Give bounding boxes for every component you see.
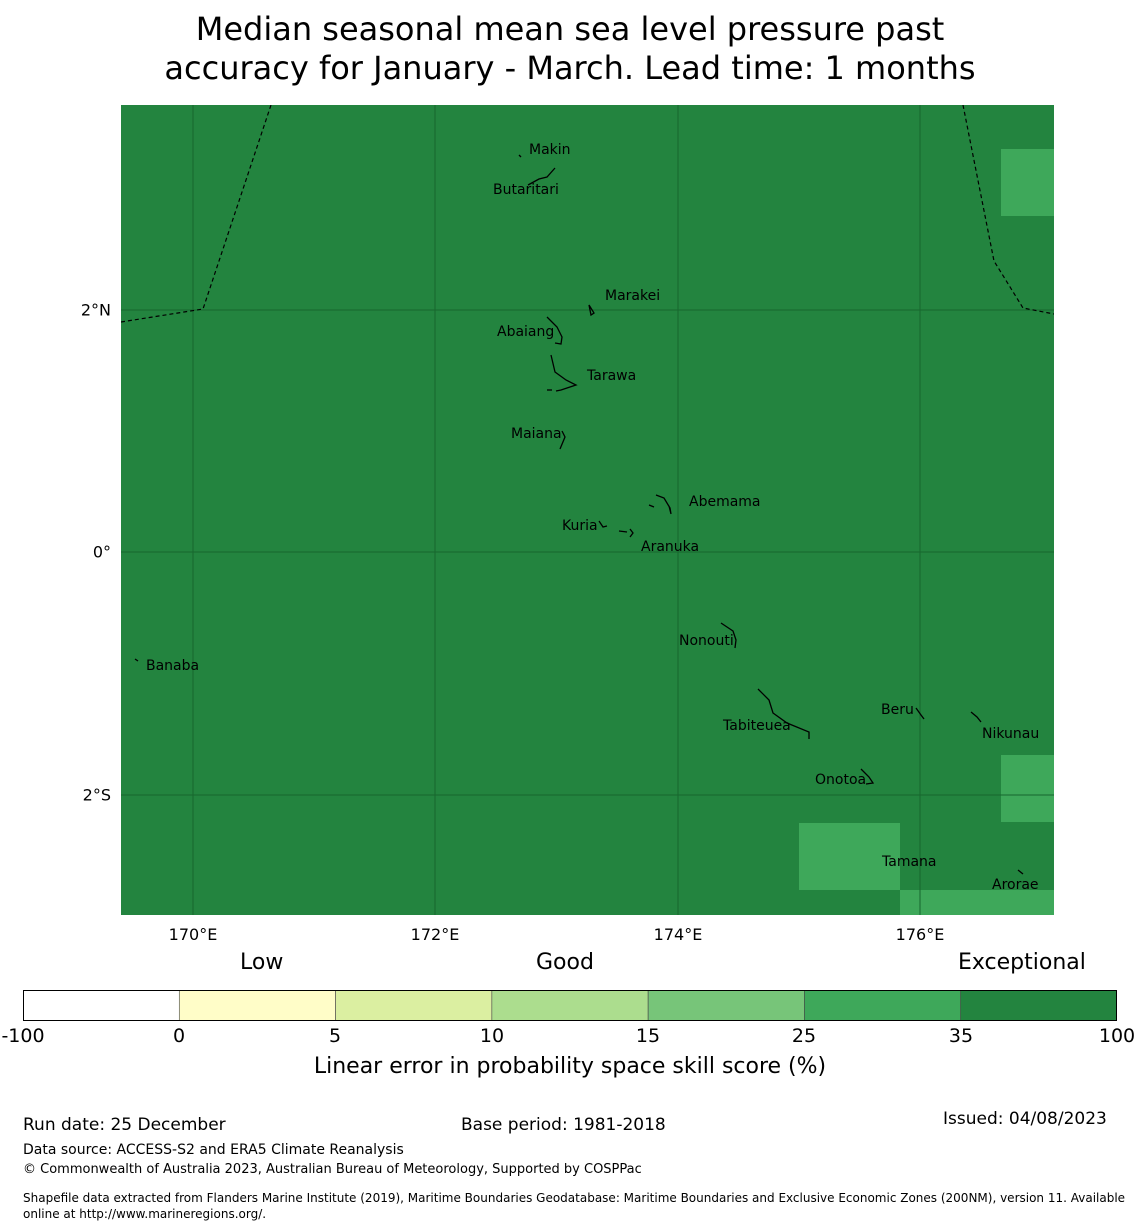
colorbar-bin (335, 989, 493, 1022)
colorbar-frame (23, 990, 1117, 1021)
place-label-makin: Makin (529, 142, 571, 158)
island-banaba (134, 658, 139, 662)
skill-field (121, 105, 1054, 915)
place-label-nonouti: Nonouti (679, 633, 734, 649)
island-makin (518, 154, 522, 158)
island-abemama-islet (648, 504, 655, 508)
lon-tick-176e: 176°E (895, 925, 945, 944)
colorbar-label: Linear error in probability space skill … (313, 1054, 827, 1079)
copyright: © Commonwealth of Australia 2023, Austra… (23, 1162, 642, 1177)
colorbar-tick: 15 (635, 1025, 661, 1047)
island-nikunau (970, 711, 982, 723)
island-nonouti (720, 622, 737, 649)
eez-boundary-west (121, 105, 272, 323)
colorbar-bin (647, 989, 805, 1022)
lat-tick-2n: 2°N (80, 300, 111, 320)
place-label-butaritari: Butaritari (493, 182, 559, 198)
map-title: Median seasonal mean sea level pressure … (0, 10, 1140, 88)
island-tabiteuea (757, 688, 810, 739)
title-line-1: Median seasonal mean sea level pressure … (195, 10, 945, 48)
skill-patch-se-bottom (900, 890, 1054, 915)
shapefile-credit-line-2: online at http://www.marineregions.org/. (23, 1207, 267, 1221)
place-label-tabiteuea: Tabiteuea (723, 718, 791, 734)
map-canvas (121, 105, 1054, 915)
colorbar-canvas (22, 989, 1118, 1022)
colorbar-tick: 25 (791, 1025, 817, 1047)
lat-tick-2s: 2°S (82, 785, 111, 805)
island-abemama (655, 494, 672, 515)
island-arorae (1017, 869, 1024, 875)
place-label-marakei: Marakei (605, 288, 661, 304)
colorbar-tick: 35 (948, 1025, 974, 1047)
place-label-tarawa: Tarawa (587, 368, 637, 384)
colorbar-bin (491, 989, 649, 1022)
graticule (121, 105, 1054, 915)
lon-tick-170e: 170°E (168, 925, 218, 944)
lon-tick-174e: 174°E (653, 925, 703, 944)
place-label-beru: Beru (881, 702, 914, 718)
colorbar-bin (960, 989, 1118, 1022)
island-outlines (134, 154, 1024, 875)
island-kuria (598, 520, 608, 528)
place-label-maiana: Maiana (511, 426, 562, 442)
place-label-onotoa: Onotoa (815, 772, 867, 788)
data-source: Data source: ACCESS-S2 and ERA5 Climate … (23, 1142, 404, 1158)
lon-tick-172e: 172°E (410, 925, 460, 944)
place-label-kuria: Kuria (562, 518, 598, 534)
colorbar-bin (804, 989, 962, 1022)
place-label-aranuka: Aranuka (641, 539, 700, 555)
place-label-arorae: Arorae (992, 877, 1039, 893)
colorbar-tick: 0 (172, 1025, 186, 1047)
island-aranuka (618, 528, 634, 538)
place-label-nikunau: Nikunau (982, 726, 1040, 742)
island-tarawa (550, 354, 578, 392)
legend-category-low: Low (240, 950, 284, 975)
place-label-tamana: Tamana (882, 854, 937, 870)
base-period: Base period: 1981-2018 (461, 1115, 666, 1135)
eez-boundary-east (962, 105, 1054, 315)
skill-patch-se-tamana (799, 823, 900, 890)
island-marakei (588, 304, 595, 317)
colorbar-bin (22, 989, 180, 1022)
lat-tick-0: 0° (92, 542, 111, 562)
title-line-2: accuracy for January - March. Lead time:… (164, 49, 976, 87)
island-onotoa (860, 768, 875, 785)
eez-boundaries (121, 105, 1054, 323)
island-beru (915, 707, 925, 720)
skill-patch-ne (1001, 149, 1054, 216)
colorbar-tick: 5 (328, 1025, 342, 1047)
place-label-abemama: Abemama (689, 494, 761, 510)
map-panel (121, 105, 1054, 915)
colorbar (22, 989, 1118, 1022)
legend-category-exceptional: Exceptional (958, 950, 1086, 975)
skill-patch-se-east (1001, 755, 1054, 822)
island-butaritari (527, 167, 556, 186)
colorbar-tick: 10 (479, 1025, 505, 1047)
colorbar-bin (178, 989, 336, 1022)
skill-patches (799, 149, 1054, 915)
shapefile-credit-line-1: Shapefile data extracted from Flanders M… (23, 1191, 1126, 1205)
colorbar-tick: 100 (1098, 1025, 1136, 1047)
place-label-abaiang: Abaiang (497, 324, 555, 340)
run-date: Run date: 25 December (23, 1115, 226, 1135)
place-label-banaba: Banaba (146, 658, 200, 674)
issued-date: Issued: 04/08/2023 (943, 1109, 1107, 1129)
island-abaiang (546, 316, 563, 345)
colorbar-tick: -100 (1, 1025, 45, 1047)
legend-category-good: Good (536, 950, 594, 975)
island-maiana (559, 430, 566, 450)
